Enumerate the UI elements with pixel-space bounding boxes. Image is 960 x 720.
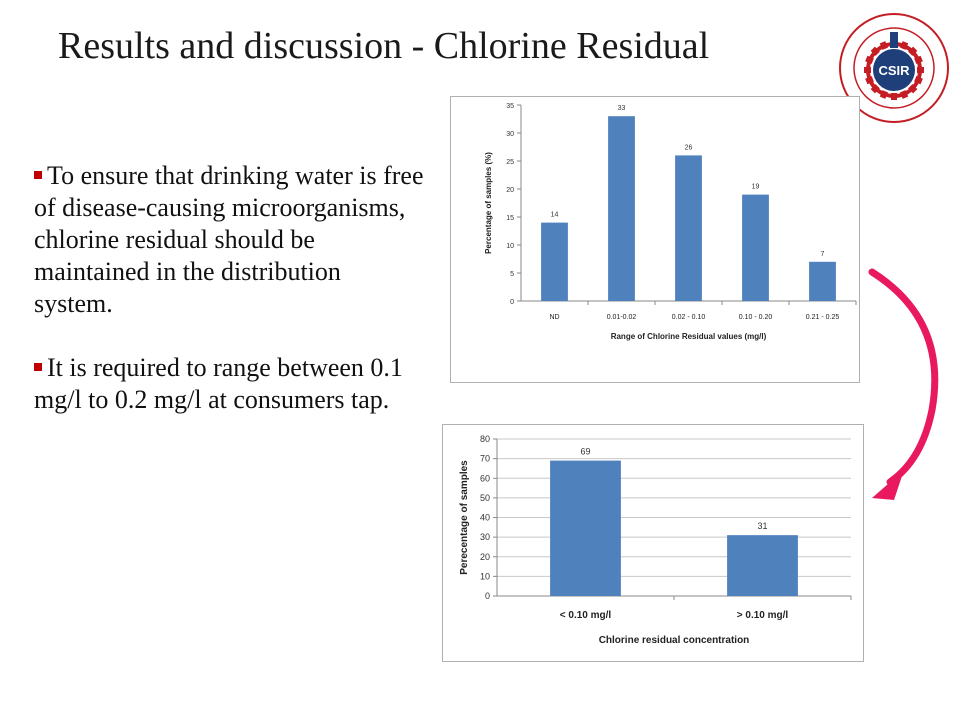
bullet-item: To ensure that drinking water is free of… <box>34 160 424 320</box>
data-label: 26 <box>685 144 693 151</box>
bullet-item: It is required to range between 0.1 mg/l… <box>34 352 424 416</box>
bar <box>550 460 621 596</box>
y-tick-label: 70 <box>480 454 490 464</box>
bar <box>675 155 702 301</box>
bar <box>608 116 635 301</box>
x-axis-label: Range of Chlorine Residual values (mg/l) <box>611 332 767 341</box>
chlorine-range-chart: 0 5 10 15 20 25 30 35 14 ND 33 0.01-0.02 26 0.02 - 0.… <box>450 96 860 383</box>
y-tick-label: 50 <box>480 493 490 503</box>
y-tick-label: 0 <box>510 299 514 306</box>
logo-center-text: CSIR <box>878 63 910 78</box>
curved-arrow-icon <box>868 268 939 500</box>
bullet-marker-icon <box>34 171 42 179</box>
y-tick-label: 30 <box>480 532 490 542</box>
bullet-text: It is required to range between 0.1 mg/l… <box>34 353 403 414</box>
data-label: 19 <box>752 184 760 191</box>
y-tick-label: 20 <box>506 187 514 194</box>
chart-svg: 0 5 10 15 20 25 30 35 14 ND 33 0.01-0.02 26 0.02 - 0.… <box>484 103 857 341</box>
data-label: 31 <box>757 521 767 531</box>
bar <box>541 222 568 301</box>
y-tick-label: 80 <box>480 434 490 444</box>
x-tick-label: 0.10 - 0.20 <box>739 314 773 321</box>
x-tick-label: ND <box>549 314 559 321</box>
x-tick-label: < 0.10 mg/l <box>560 610 612 621</box>
y-tick-label: 5 <box>510 271 514 278</box>
y-tick-label: 60 <box>480 473 490 483</box>
y-tick-label: 10 <box>506 243 514 250</box>
y-tick-label: 40 <box>480 513 490 523</box>
y-tick-label: 35 <box>506 103 514 110</box>
y-tick-label: 25 <box>506 159 514 166</box>
bullet-list: To ensure that drinking water is free of… <box>34 160 424 448</box>
x-tick-label: 0.02 - 0.10 <box>672 314 706 321</box>
csir-seal-icon: CSIR <box>839 13 949 123</box>
y-tick-label: 30 <box>506 131 514 138</box>
chlorine-concentration-chart: 0 10 20 30 40 50 60 70 80 69 < 0.10 mg/l 31 > 0.10 m… <box>442 424 864 662</box>
x-tick-label: 0.21 - 0.25 <box>806 314 840 321</box>
chart-svg: 0 10 20 30 40 50 60 70 80 69 < 0.10 mg/l 31 > 0.10 m… <box>459 434 852 646</box>
y-axis-label: Perecentage of samples <box>459 460 470 575</box>
data-label: 69 <box>580 447 590 457</box>
data-label: 33 <box>618 105 626 112</box>
data-label: 7 <box>821 251 825 258</box>
y-tick-label: 15 <box>506 215 514 222</box>
y-tick-label: 0 <box>485 591 490 601</box>
data-label: 14 <box>551 212 559 219</box>
y-tick-label: 10 <box>480 571 490 581</box>
y-axis-label: Percentage of samples (%) <box>484 152 493 254</box>
x-tick-label: 0.01-0.02 <box>607 314 637 321</box>
bar <box>742 194 769 301</box>
bullet-text: To ensure that drinking water is free of… <box>34 161 424 318</box>
bar <box>727 535 798 596</box>
x-axis-label: Chlorine residual concentration <box>599 635 750 646</box>
page-title: Results and discussion - Chlorine Residu… <box>58 25 710 67</box>
csir-logo: CSIR <box>838 12 950 124</box>
bullet-marker-icon <box>34 363 42 371</box>
y-tick-label: 20 <box>480 552 490 562</box>
bar <box>809 261 836 301</box>
x-tick-label: > 0.10 mg/l <box>737 610 789 621</box>
